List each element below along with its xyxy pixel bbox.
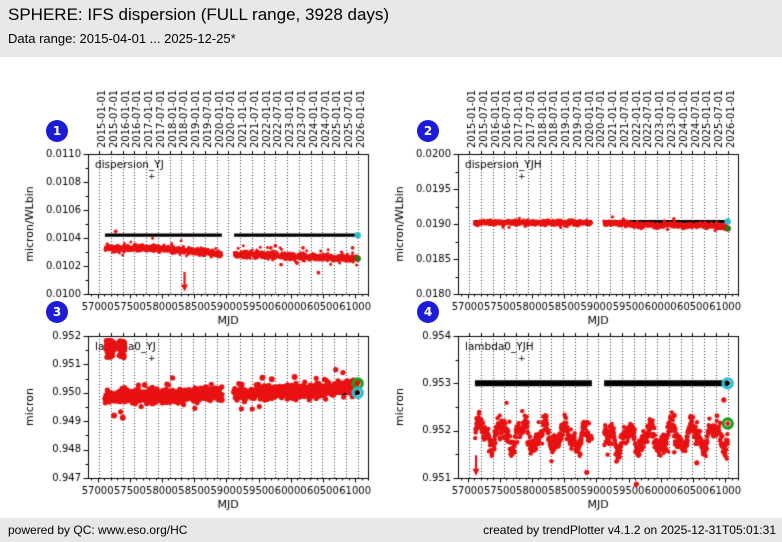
footer-created-by: created by trendPlotter v4.1.2 on 2025-1… xyxy=(483,523,776,537)
report-footer: powered by QC: www.eso.org/HC created by… xyxy=(0,518,782,542)
plot1-number-badge[interactable]: 1 xyxy=(46,120,68,142)
plot4-number-badge[interactable]: 4 xyxy=(417,301,439,323)
plot-dispersion-yj-region[interactable] xyxy=(88,154,368,294)
plot3-number-badge[interactable]: 3 xyxy=(46,301,68,323)
plot-lambda0-yj-region[interactable] xyxy=(88,336,368,478)
footer-powered-by[interactable]: powered by QC: www.eso.org/HC xyxy=(8,523,188,537)
trend-plots-canvas xyxy=(0,57,782,518)
plot-lambda0-yjh-region[interactable] xyxy=(458,336,738,478)
plot2-number-badge[interactable]: 2 xyxy=(417,120,439,142)
page-title: SPHERE: IFS dispersion (FULL range, 3928… xyxy=(8,5,390,24)
report-header: SPHERE: IFS dispersion (FULL range, 3928… xyxy=(0,0,782,57)
plot-dispersion-yjh-region[interactable] xyxy=(458,154,738,294)
data-range-subtitle: Data range: 2015-04-01 ... 2025-12-25* xyxy=(8,31,236,46)
